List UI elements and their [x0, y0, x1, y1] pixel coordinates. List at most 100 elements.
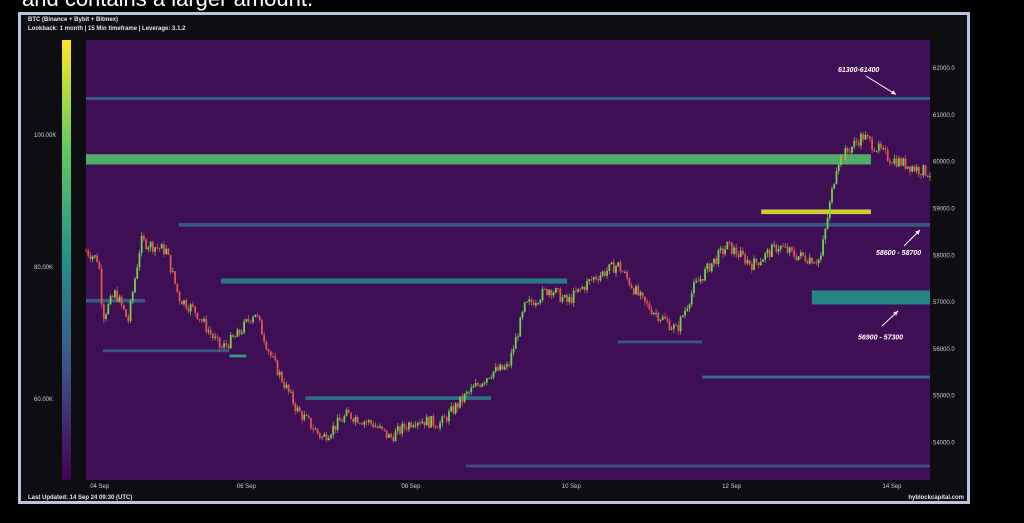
- candle-body: [739, 250, 742, 258]
- candle-body: [343, 415, 346, 422]
- candle-body: [844, 148, 847, 161]
- liquidity-band: [305, 396, 492, 400]
- candle-body: [791, 247, 793, 251]
- candle-body: [423, 421, 426, 426]
- candle-body: [695, 280, 698, 283]
- candle-body: [167, 248, 170, 255]
- candle-body: [748, 260, 751, 265]
- candle-body: [721, 248, 724, 255]
- candle-body: [321, 436, 323, 438]
- liquidity-band: [86, 97, 930, 100]
- candle-body: [673, 324, 675, 329]
- candle-body: [697, 280, 700, 282]
- candle-body: [452, 406, 455, 414]
- candle-body: [245, 319, 248, 322]
- candle-body: [421, 421, 424, 424]
- candle-body: [379, 426, 381, 428]
- candle-body: [410, 422, 413, 428]
- annotations: 61300-61400 58600 - 58700 56900 - 57300: [838, 67, 921, 341]
- y-tick-label: 54000.0: [933, 441, 955, 447]
- candle-body: [592, 277, 595, 280]
- candle-body: [332, 425, 335, 435]
- candle-body: [717, 250, 720, 264]
- candle-body: [261, 320, 263, 335]
- candle-body: [846, 148, 849, 152]
- annotation-arrowhead: [915, 230, 920, 235]
- candle-body: [180, 301, 183, 305]
- candle-body: [577, 288, 580, 292]
- candle-body: [866, 135, 869, 137]
- candle-body: [873, 149, 876, 152]
- candle-body: [501, 364, 504, 370]
- candle-body: [176, 283, 179, 292]
- x-tick-label: 12 Sep: [722, 484, 742, 490]
- y-tick-label: 58000.0: [933, 253, 955, 259]
- candle-body: [733, 247, 735, 254]
- candle-body: [191, 304, 194, 307]
- candle-body: [131, 292, 134, 301]
- candle-body: [775, 244, 778, 252]
- candle-body: [107, 304, 110, 315]
- candle-body: [779, 245, 782, 250]
- candle-body: [770, 244, 773, 257]
- candle-body: [579, 288, 582, 290]
- candle-body: [595, 277, 597, 280]
- candle-body: [917, 166, 920, 175]
- candle-body: [563, 295, 566, 298]
- candle-body: [454, 403, 457, 414]
- candle-body: [588, 279, 591, 282]
- candle-body: [715, 258, 718, 264]
- candle-body: [568, 296, 571, 302]
- candle-body: [365, 421, 368, 423]
- chart-header-settings: Lookback: 1 month | 15 Min timeframe | L…: [28, 26, 186, 32]
- candle-body: [637, 286, 640, 296]
- candle-body: [87, 250, 90, 256]
- candle-body: [243, 321, 246, 333]
- candle-body: [612, 262, 615, 273]
- candle-body: [234, 336, 237, 338]
- candle-body: [361, 423, 364, 425]
- candle-body: [212, 334, 214, 338]
- liquidity-band: [229, 354, 247, 358]
- candle-body: [94, 255, 96, 257]
- candle-body: [679, 316, 682, 332]
- candle-body: [909, 166, 911, 172]
- candle-body: [98, 262, 101, 269]
- candle-body: [494, 366, 497, 372]
- candle-body: [742, 250, 744, 255]
- candle-body: [833, 183, 836, 189]
- candle-body: [855, 140, 858, 143]
- candle-body: [314, 428, 317, 430]
- candle-body: [405, 428, 408, 430]
- candle-body: [759, 261, 762, 266]
- candle-body: [793, 250, 796, 257]
- candle-body: [900, 158, 902, 166]
- candle-body: [882, 148, 885, 149]
- candle-body: [864, 135, 867, 140]
- candle-body: [307, 415, 310, 419]
- candle-body: [824, 228, 827, 240]
- candle-body: [327, 437, 330, 441]
- candle-body: [862, 133, 865, 140]
- candle-body: [105, 314, 107, 320]
- candle-body: [465, 392, 468, 394]
- candle-body: [632, 288, 635, 295]
- candle-body: [541, 288, 544, 301]
- candle-body: [430, 416, 433, 428]
- candle-body: [539, 300, 542, 304]
- candle-body: [370, 420, 372, 424]
- liquidity-band: [86, 298, 146, 303]
- candle-body: [523, 302, 526, 312]
- candle-body: [750, 264, 753, 270]
- candle-body: [730, 242, 733, 254]
- candle-body: [461, 396, 464, 402]
- liquidity-bands: [86, 97, 931, 468]
- candle-body: [802, 252, 804, 256]
- candle-body: [419, 422, 421, 424]
- candle-body: [786, 246, 789, 253]
- candle-body: [338, 417, 341, 421]
- candle-body: [272, 356, 274, 357]
- candle-body: [443, 416, 446, 418]
- candle-body: [621, 271, 624, 273]
- candle-body: [183, 300, 185, 305]
